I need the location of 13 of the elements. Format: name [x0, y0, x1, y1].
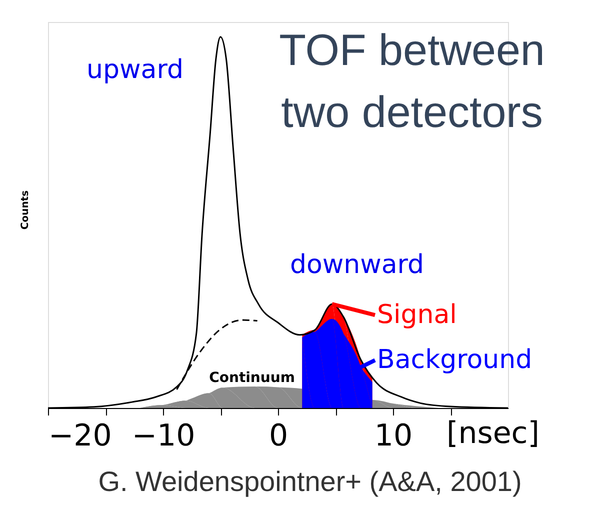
annotation: Continuum — [209, 370, 295, 386]
x-tick-label: −10 — [132, 418, 196, 454]
annotation: upward — [86, 55, 184, 85]
x-tick-label: 10 — [374, 418, 413, 454]
text: G. Weidenspointner+ (A&A, 2001) — [98, 466, 522, 497]
x-axis-title: [nsec] — [446, 416, 540, 451]
text: TOF between two detectors — [279, 26, 545, 137]
y-axis-title: Counts — [20, 190, 31, 230]
x-tick-label: −20 — [48, 418, 112, 454]
annotation: downward — [290, 250, 424, 280]
x-tick-label: 0 — [268, 418, 288, 454]
legend-label: Signal — [377, 300, 457, 330]
legend-label: Background — [377, 345, 532, 376]
